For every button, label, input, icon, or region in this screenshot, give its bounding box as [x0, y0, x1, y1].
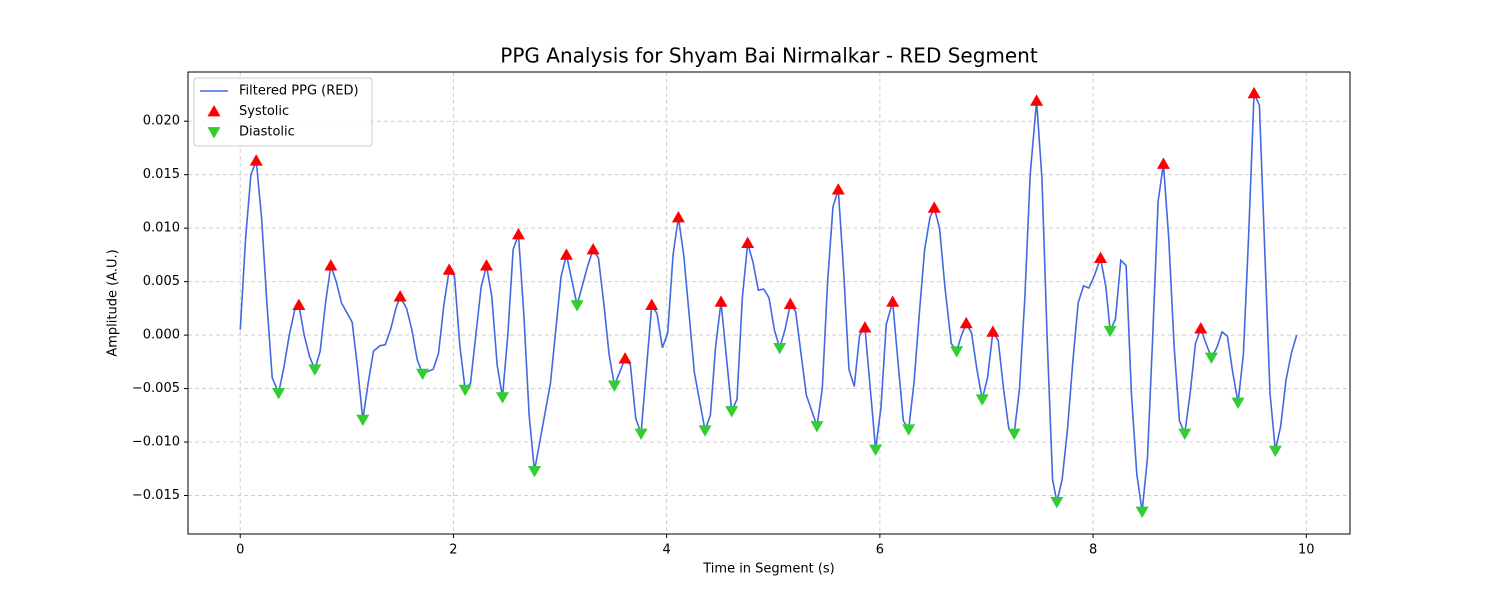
systolic-marker: [831, 183, 845, 195]
x-tick-label: 8: [1089, 543, 1097, 558]
diastolic-marker: [1231, 397, 1245, 409]
diastolic-marker: [950, 346, 964, 358]
diastolic-marker: [458, 384, 472, 397]
x-tick-label: 0: [236, 543, 244, 558]
x-tick-label: 6: [876, 543, 884, 558]
systolic-marker: [986, 325, 1000, 337]
diastolic-marker: [902, 424, 916, 436]
x-axis-label: Time in Segment (s): [702, 562, 834, 577]
systolic-marker: [783, 297, 797, 309]
diastolic-marker: [495, 392, 509, 404]
legend-swatch: [207, 127, 221, 139]
legend-swatch: [207, 105, 221, 117]
y-tick-label: 0.015: [143, 167, 180, 182]
x-tick-label: 2: [449, 543, 457, 558]
legend-label: Systolic: [239, 104, 289, 119]
x-tick-label: 4: [663, 543, 671, 558]
systolic-marker: [1094, 251, 1108, 263]
systolic-marker: [741, 236, 755, 248]
legend-label: Filtered PPG (RED): [239, 84, 359, 99]
x-tick-label: 10: [1298, 543, 1315, 558]
systolic-marker: [927, 201, 941, 213]
systolic-marker: [586, 243, 600, 255]
diastolic-marker: [272, 387, 286, 400]
diastolic-marker: [725, 406, 739, 418]
systolic-marker: [618, 352, 632, 364]
y-axis-label: Amplitude (A.U.): [106, 249, 121, 356]
legend-label: Diastolic: [239, 125, 295, 140]
systolic-marker: [1030, 94, 1044, 106]
systolic-marker: [324, 259, 338, 271]
systolic-marker: [442, 263, 456, 275]
systolic-marker: [393, 290, 407, 302]
y-tick-label: 0.005: [143, 274, 180, 289]
systolic-marker: [959, 316, 973, 329]
systolic-marker: [645, 298, 659, 311]
diastolic-marker: [1103, 325, 1117, 338]
legend-box: [193, 77, 373, 147]
diastolic-marker: [607, 380, 621, 392]
systolic-marker: [479, 259, 493, 271]
plot-frame: [187, 71, 1351, 535]
diastolic-marker: [416, 368, 430, 381]
chart-title: PPG Analysis for Shyam Bai Nirmalkar - R…: [500, 44, 1038, 68]
diastolic-marker: [1268, 445, 1282, 458]
diastolic-marker: [356, 414, 370, 427]
diastolic-marker: [810, 421, 824, 433]
diastolic-marker: [1050, 497, 1064, 509]
y-tick-label: −0.010: [132, 435, 180, 450]
diastolic-marker: [975, 394, 989, 406]
legend: Filtered PPG (RED) Systolic Diastolic: [193, 77, 373, 147]
systolic-marker: [671, 210, 685, 223]
y-tick-label: −0.015: [132, 488, 180, 503]
y-tick-label: 0.000: [143, 328, 180, 343]
diastolic-marker: [869, 444, 883, 457]
diastolic-marker: [1007, 428, 1021, 440]
systolic-marker: [511, 228, 525, 240]
diastolic-marker: [308, 364, 322, 376]
systolic-marker: [559, 248, 573, 260]
y-tick-label: −0.005: [132, 381, 180, 396]
signal-line: [239, 93, 1298, 512]
systolic-marker: [1247, 86, 1261, 99]
diastolic-marker: [634, 428, 648, 440]
systolic-marker: [292, 298, 306, 311]
systolic-marker: [1156, 157, 1170, 169]
systolic-marker: [714, 295, 728, 307]
systolic-marker: [249, 154, 263, 166]
diastolic-marker: [1204, 352, 1218, 365]
diastolic-marker: [773, 343, 787, 355]
y-tick-label: 0.010: [143, 221, 180, 236]
y-tick-label: 0.020: [143, 114, 180, 129]
systolic-marker: [858, 321, 872, 333]
systolic-marker: [1194, 322, 1208, 334]
diastolic-marker: [527, 466, 541, 478]
diastolic-marker: [1135, 506, 1149, 519]
diastolic-marker: [698, 425, 712, 437]
diastolic-marker: [1178, 428, 1192, 440]
diastolic-marker: [570, 300, 584, 312]
systolic-marker: [886, 295, 900, 307]
